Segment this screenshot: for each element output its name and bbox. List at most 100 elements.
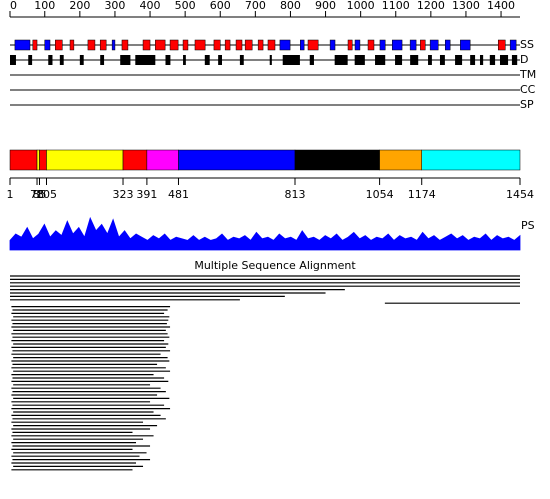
ruler-label: 1300 <box>452 0 480 12</box>
ss-segment <box>409 39 417 51</box>
track-label: PS <box>521 219 535 232</box>
ruler-label: 300 <box>104 0 125 12</box>
track-label: CC <box>520 83 536 96</box>
disorder-segment <box>79 55 84 65</box>
ss-segment <box>99 39 107 51</box>
ss-segment <box>32 39 38 51</box>
disorder-segment <box>479 55 484 65</box>
disorder-segment <box>410 55 419 65</box>
ruler-label: 900 <box>315 0 336 12</box>
ss-segment <box>497 39 506 51</box>
domain <box>146 149 179 171</box>
domain-label: 78 <box>30 188 44 201</box>
ss-segment <box>213 39 221 51</box>
ruler-label: 0 <box>10 0 17 12</box>
ss-segment <box>121 39 129 51</box>
ss-segment <box>279 39 291 51</box>
ss-segment <box>55 39 63 51</box>
ruler-label: 500 <box>175 0 196 12</box>
disorder-segment <box>428 55 432 65</box>
ruler-label: 1100 <box>382 0 410 12</box>
disorder-segment <box>470 55 476 65</box>
disorder-segment <box>48 55 53 65</box>
ss-segment <box>267 39 276 51</box>
domain <box>294 149 380 171</box>
disorder-segment <box>239 55 244 65</box>
disorder-segment <box>135 55 156 65</box>
disorder-segment <box>489 55 496 65</box>
domain <box>421 149 521 171</box>
ss-segment <box>347 39 353 51</box>
ss-segment <box>182 39 189 51</box>
track-label: TM <box>519 68 536 81</box>
ss-segment <box>429 39 439 51</box>
disorder-segment <box>269 55 272 65</box>
ruler-label: 200 <box>69 0 90 12</box>
ss-segment <box>509 39 517 51</box>
ruler-label: 600 <box>210 0 231 12</box>
domain-label: 105 <box>36 188 57 201</box>
ss-segment <box>300 39 305 51</box>
track-label: SP <box>520 98 534 111</box>
disorder-segment <box>120 55 131 65</box>
domain-label: 323 <box>113 188 134 201</box>
ruler-label: 700 <box>245 0 266 12</box>
domain-label: 1174 <box>408 188 436 201</box>
disorder-segment <box>204 55 210 65</box>
ss-segment <box>257 39 264 51</box>
ps-profile <box>9 216 521 251</box>
disorder-segment <box>511 55 518 65</box>
domain-label: 85 <box>32 188 46 201</box>
disorder-segment <box>165 55 171 65</box>
ss-segment <box>354 39 361 51</box>
disorder-segment <box>59 55 64 65</box>
disorder-segment <box>354 55 365 65</box>
ss-segment <box>194 39 206 51</box>
domain <box>36 149 40 171</box>
track-label: D <box>520 53 528 66</box>
domain-label: 813 <box>285 188 306 201</box>
ss-segment <box>69 39 75 51</box>
ss-segment <box>367 39 375 51</box>
ss-segment <box>307 39 319 51</box>
domain-label: 1454 <box>506 188 534 201</box>
ss-segment <box>235 39 243 51</box>
domain <box>46 149 124 171</box>
ss-segment <box>420 39 426 51</box>
msa-title: Multiple Sequence Alignment <box>194 259 356 272</box>
disorder-segment <box>282 55 300 65</box>
disorder-segment <box>28 55 33 65</box>
domain-label: 1054 <box>366 188 394 201</box>
ss-segment <box>329 39 336 51</box>
disorder-segment <box>309 55 314 65</box>
ss-segment <box>111 39 116 51</box>
ss-segment <box>224 39 231 51</box>
ss-segment <box>87 39 96 51</box>
disorder-segment <box>100 55 105 65</box>
domain <box>9 149 38 171</box>
domain-label: 1 <box>7 188 14 201</box>
ruler-label: 1200 <box>417 0 445 12</box>
ruler-label: 400 <box>140 0 161 12</box>
disorder-segment <box>334 55 348 65</box>
domain <box>178 149 296 171</box>
ruler-label: 1000 <box>347 0 375 12</box>
ruler-label: 100 <box>34 0 55 12</box>
domain <box>379 149 422 171</box>
ss-segment <box>444 39 451 51</box>
ss-segment <box>460 39 471 51</box>
ss-segment <box>169 39 179 51</box>
ruler-label: 1400 <box>487 0 515 12</box>
disorder-segment <box>395 55 403 65</box>
domain <box>39 149 47 171</box>
disorder-segment <box>499 55 509 65</box>
disorder-segment <box>10 55 16 65</box>
disorder-segment <box>375 55 386 65</box>
ss-segment <box>244 39 253 51</box>
ss-segment <box>44 39 51 51</box>
ss-segment <box>155 39 166 51</box>
ss-segment <box>379 39 386 51</box>
ss-segment <box>142 39 151 51</box>
domain-label: 391 <box>136 188 157 201</box>
